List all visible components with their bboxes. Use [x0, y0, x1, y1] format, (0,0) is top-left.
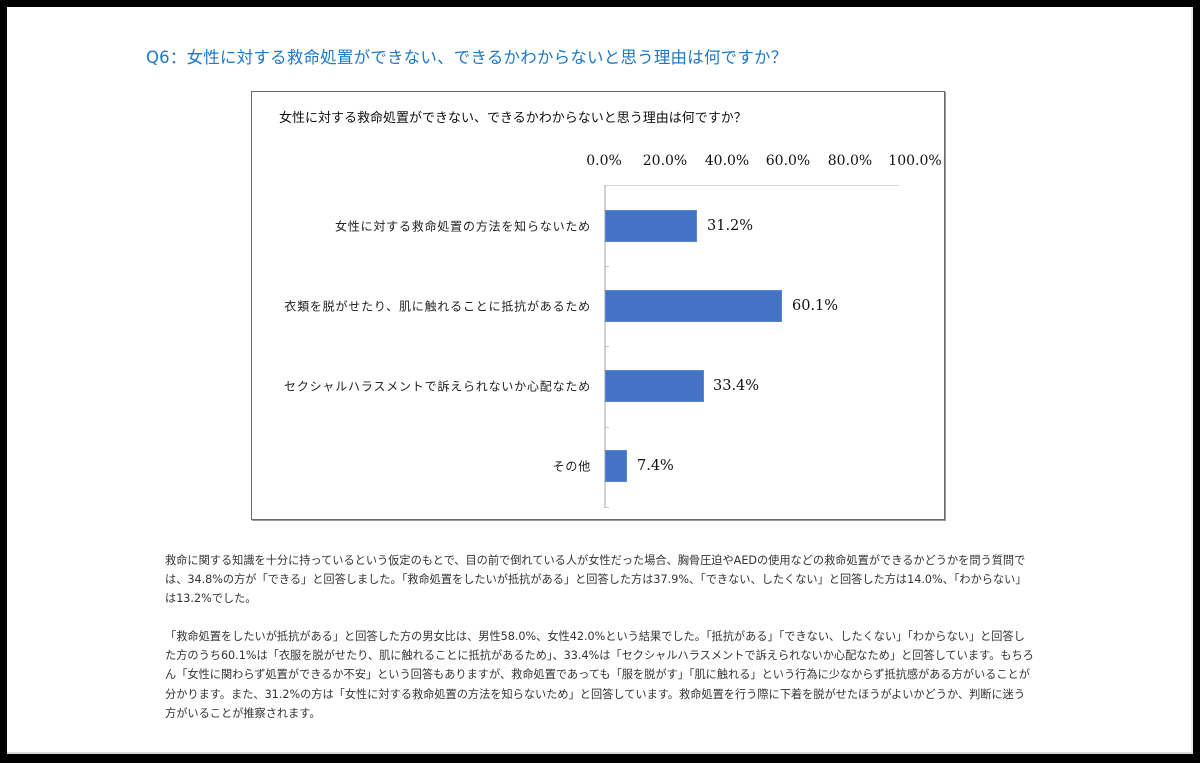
chart-title: 女性に対する救命処置ができない、できるかわからないと思う理由は何ですか？	[279, 111, 747, 126]
x-tick-label: 100.0%	[888, 153, 942, 169]
x-axis-line	[604, 185, 899, 186]
x-tick-label: 0.0%	[586, 153, 622, 169]
body-paragraph-2: 「救命処置をしたいが抵抗がある」と回答した方の男女比は、男性58.0%、女性42…	[165, 627, 1035, 723]
bar-harassment-worry	[605, 370, 704, 402]
x-tick-label: 60.0%	[765, 153, 811, 169]
y-axis-tick	[604, 507, 609, 508]
bar-other	[605, 450, 627, 482]
paragraph-text: 「救命処置をしたいが抵抗がある」と回答した方の男女比は、男性58.0%、女性42…	[165, 630, 1034, 720]
category-label: セクシャルハラスメントで訴えられないか心配なため	[284, 379, 591, 394]
bar-value-label: 7.4%	[637, 458, 674, 474]
bar-knowledge	[605, 210, 697, 242]
y-axis-tick	[604, 427, 609, 428]
category-label: 女性に対する救命処置の方法を知らないため	[334, 219, 591, 234]
x-tick-label: 80.0%	[827, 153, 873, 169]
bar-value-label: 60.1%	[792, 298, 839, 314]
bar-undressing-resistance	[605, 290, 782, 322]
y-axis-tick	[604, 266, 609, 267]
question-heading: Q6：女性に対する救命処置ができない、できるかわからないと思う理由は何ですか？	[146, 48, 788, 67]
category-label: 衣類を脱がせたり、肌に触れることに抵抗があるため	[284, 299, 591, 314]
body-paragraph-1: 救命に関する知識を十分に持っているという仮定のもとで、目の前で倒れている人が女性…	[165, 551, 1035, 609]
bar-chart: 女性に対する救命処置ができない、できるかわからないと思う理由は何ですか？ 0.0…	[251, 91, 945, 520]
bar-value-label: 31.2%	[707, 218, 754, 234]
category-label: その他	[552, 459, 591, 474]
x-tick-label: 40.0%	[704, 153, 750, 169]
paragraph-text: 救命に関する知識を十分に持っているという仮定のもとで、目の前で倒れている人が女性…	[165, 554, 1027, 606]
y-axis-tick	[604, 346, 609, 347]
bar-value-label: 33.4%	[713, 378, 760, 394]
x-tick-label: 20.0%	[642, 153, 688, 169]
